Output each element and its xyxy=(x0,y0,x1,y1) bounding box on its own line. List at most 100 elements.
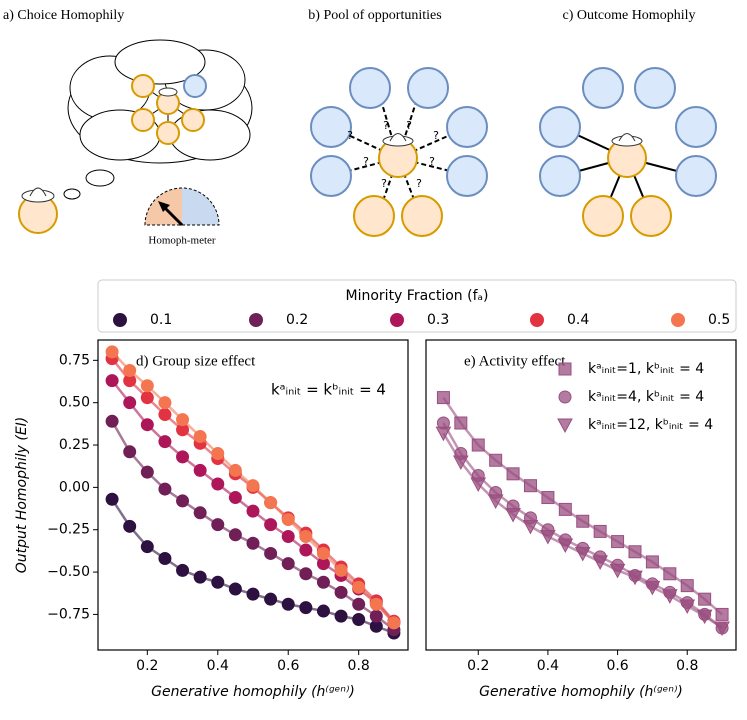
data-point xyxy=(105,374,119,388)
data-point xyxy=(540,530,556,545)
y-axis-label: Output Homophily (EI) xyxy=(14,417,30,574)
plot-frame xyxy=(97,339,409,651)
data-point xyxy=(264,496,278,510)
data-point xyxy=(246,587,260,601)
data-point xyxy=(176,413,190,427)
cloud-nodes xyxy=(131,74,207,145)
y-tick-label: 0.75 xyxy=(59,352,90,368)
data-point xyxy=(452,455,469,471)
data-point xyxy=(211,518,225,532)
data-point xyxy=(663,567,677,581)
data-point xyxy=(123,363,137,377)
data-point xyxy=(316,575,330,589)
legend-label: 0.3 xyxy=(427,312,449,328)
data-point xyxy=(140,465,154,479)
data-point xyxy=(140,379,154,393)
data-point xyxy=(369,609,383,623)
data-point xyxy=(352,613,366,627)
data-point xyxy=(228,528,242,542)
question-mark: ? xyxy=(406,119,412,132)
data-point xyxy=(593,524,607,538)
x-tick-label: 0.8 xyxy=(676,658,698,674)
question-mark: ? xyxy=(433,129,439,142)
legend-label: 0.2 xyxy=(286,312,308,328)
data-point xyxy=(576,514,590,528)
meter-label: Homoph-meter xyxy=(148,235,216,247)
y-tick-label: 0.25 xyxy=(59,437,90,453)
data-point xyxy=(246,504,260,518)
legend-marker xyxy=(530,313,544,327)
person-node xyxy=(18,187,58,234)
data-point xyxy=(299,530,313,544)
data-point xyxy=(228,463,242,477)
panel-title: a) Choice Homophily xyxy=(3,8,124,23)
data-point xyxy=(158,552,172,566)
data-point xyxy=(611,535,625,549)
pool-nodes xyxy=(310,67,488,237)
data-point xyxy=(299,543,313,557)
question-mark: ? xyxy=(347,129,353,142)
legend-label: 0.5 xyxy=(708,312,730,328)
data-point xyxy=(105,345,119,359)
data-point xyxy=(105,414,119,428)
data-point xyxy=(211,446,225,460)
plot-frame xyxy=(425,339,737,651)
data-point xyxy=(123,519,137,533)
data-point xyxy=(176,450,190,464)
data-point xyxy=(281,513,295,527)
panel-title: e) Activity effect xyxy=(464,353,566,369)
data-point xyxy=(228,491,242,505)
data-point xyxy=(714,621,730,637)
data-point xyxy=(299,601,313,615)
data-point xyxy=(123,445,137,459)
data-point xyxy=(715,607,729,621)
x-tick-label: 0.2 xyxy=(467,658,489,674)
data-point xyxy=(193,506,207,520)
question-mark: ? xyxy=(363,155,369,168)
data-point xyxy=(281,597,295,611)
data-point xyxy=(661,589,678,604)
series-line xyxy=(111,498,395,635)
data-point xyxy=(158,408,172,422)
series-line xyxy=(111,379,395,624)
data-point xyxy=(246,536,260,550)
data-point xyxy=(228,582,242,596)
data-point xyxy=(140,540,154,554)
question-mark: ? xyxy=(381,177,387,190)
x-tick-label: 0.4 xyxy=(537,658,559,674)
data-point xyxy=(627,570,643,586)
data-point xyxy=(334,585,348,599)
data-point xyxy=(193,463,207,477)
data-point xyxy=(523,479,537,493)
question-mark: ? xyxy=(429,155,435,168)
data-point xyxy=(558,502,572,516)
data-point xyxy=(644,580,661,596)
data-point xyxy=(211,575,225,589)
legend-marker xyxy=(558,362,572,376)
data-point xyxy=(352,580,366,594)
outcome-nodes xyxy=(539,67,717,237)
data-point xyxy=(489,453,503,467)
legend-marker xyxy=(558,390,572,404)
x-tick-label: 0.6 xyxy=(606,658,628,674)
data-point xyxy=(436,391,450,405)
legend-label: kᵃᵢₙᵢₜ=4, kᵇᵢₙᵢₜ = 4 xyxy=(588,389,704,405)
question-mark: ? xyxy=(416,177,422,190)
legend-label: kᵃᵢₙᵢₜ=1, kᵇᵢₙᵢₜ = 4 xyxy=(588,361,704,377)
data-point xyxy=(557,538,574,554)
y-tick-label: −0.25 xyxy=(47,522,90,538)
y-tick-label: 0.50 xyxy=(59,395,90,411)
legend-label: kᵃᵢₙᵢₜ=12, kᵇᵢₙᵢₜ = 4 xyxy=(588,417,713,433)
data-point xyxy=(211,477,225,491)
legend-marker xyxy=(671,313,685,327)
data-point xyxy=(698,592,712,606)
data-point xyxy=(471,438,485,452)
data-point xyxy=(609,563,626,579)
data-point xyxy=(123,396,137,410)
x-tick-label: 0.6 xyxy=(277,658,299,674)
data-point xyxy=(470,477,487,493)
homoph-meter xyxy=(144,187,220,227)
data-point xyxy=(176,563,190,577)
panel-title: b) Pool of opportunities xyxy=(308,8,441,23)
data-point xyxy=(352,597,366,611)
